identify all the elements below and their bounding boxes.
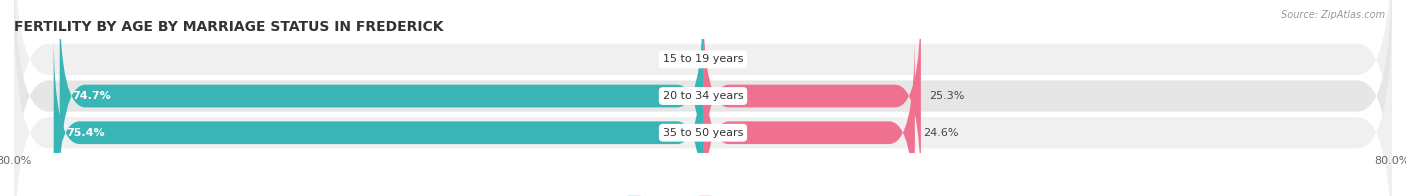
FancyBboxPatch shape <box>14 0 1392 196</box>
Text: 74.7%: 74.7% <box>73 91 111 101</box>
FancyBboxPatch shape <box>59 0 703 195</box>
FancyBboxPatch shape <box>14 2 1392 196</box>
FancyBboxPatch shape <box>53 34 703 196</box>
Text: FERTILITY BY AGE BY MARRIAGE STATUS IN FREDERICK: FERTILITY BY AGE BY MARRIAGE STATUS IN F… <box>14 20 443 34</box>
FancyBboxPatch shape <box>703 34 915 196</box>
Text: 20 to 34 years: 20 to 34 years <box>662 91 744 101</box>
Text: 75.4%: 75.4% <box>66 128 105 138</box>
Text: 24.6%: 24.6% <box>924 128 959 138</box>
FancyBboxPatch shape <box>14 0 1392 191</box>
Text: 35 to 50 years: 35 to 50 years <box>662 128 744 138</box>
Text: 25.3%: 25.3% <box>929 91 965 101</box>
Text: 15 to 19 years: 15 to 19 years <box>662 54 744 64</box>
FancyBboxPatch shape <box>703 0 921 195</box>
Text: Source: ZipAtlas.com: Source: ZipAtlas.com <box>1281 10 1385 20</box>
